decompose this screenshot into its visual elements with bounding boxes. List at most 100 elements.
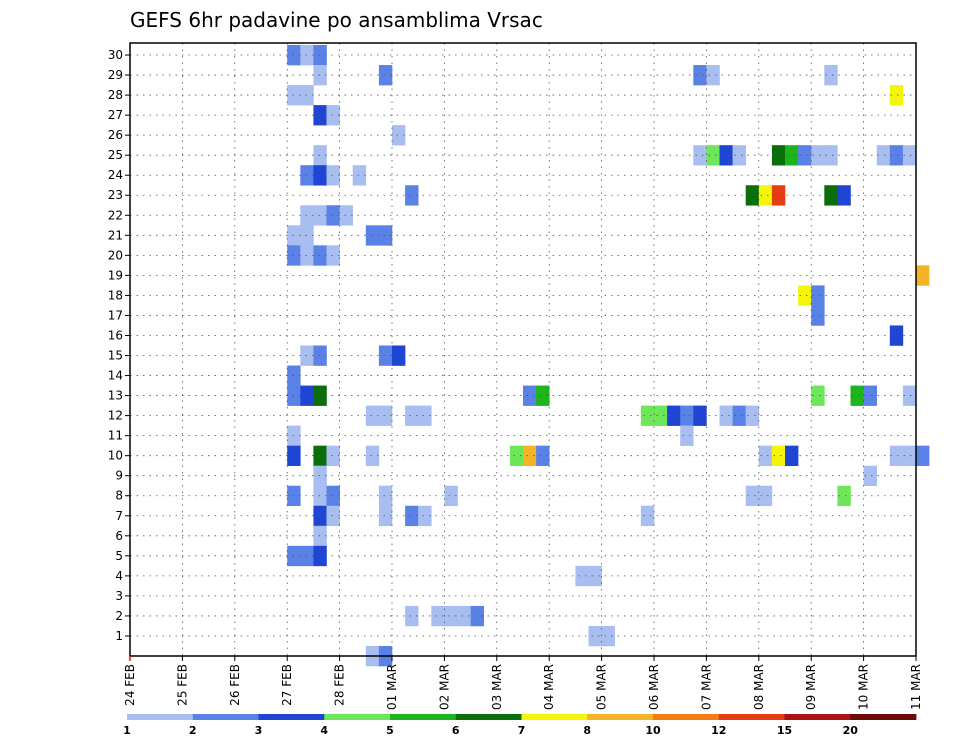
y-tick-label: 3 (115, 589, 123, 603)
y-tick-label: 7 (115, 509, 123, 523)
colorbar-label: 3 (255, 724, 263, 737)
heatmap-cell (758, 185, 773, 206)
colorbar-swatch (521, 714, 588, 720)
heatmap-cell (405, 605, 419, 627)
heatmap-cell (326, 485, 340, 507)
heatmap-cell (693, 405, 707, 426)
heatmap-cell (378, 405, 393, 426)
heatmap-cell (326, 105, 340, 126)
colorbar-swatch (718, 714, 785, 720)
colorbar-label: 2 (189, 724, 197, 737)
heatmap-cell (824, 185, 838, 206)
heatmap-cell (313, 105, 327, 126)
heatmap-cell (785, 445, 799, 466)
grid-lines (130, 43, 916, 656)
y-tick-label: 24 (108, 168, 123, 182)
y-tick-label: 6 (115, 529, 123, 543)
x-tick-label: 11 MAR (909, 664, 923, 710)
x-tick-label: 10 MAR (857, 664, 871, 710)
x-tick-label: 25 FEB (175, 664, 189, 706)
heatmap-cell (444, 485, 458, 507)
heatmap-cell (745, 485, 760, 507)
heatmap-cell (457, 605, 471, 627)
heatmap-cell (706, 65, 720, 86)
heatmap-cell (706, 145, 720, 166)
colorbar-label: 1 (123, 724, 131, 737)
y-tick-label: 11 (108, 429, 123, 443)
heatmap-cell (889, 325, 904, 346)
heatmap-cell (378, 65, 393, 86)
y-tick-label: 4 (115, 569, 123, 583)
heatmap-cell (313, 385, 327, 406)
x-tick-label: 28 FEB (333, 664, 347, 706)
x-tick-label: 08 MAR (752, 664, 766, 710)
y-tick-label: 13 (108, 389, 123, 403)
y-tick-label: 20 (108, 248, 123, 262)
colorbar-label: 20 (843, 724, 859, 737)
heatmap-cell (732, 405, 746, 426)
heatmap-cell (313, 345, 327, 366)
colorbar-label: 15 (777, 724, 792, 737)
heatmap-cell (365, 445, 380, 466)
heatmap-cell (680, 425, 694, 446)
heatmap-cell (536, 445, 550, 466)
heatmap-cell (326, 205, 340, 226)
heatmap-cell (418, 405, 432, 426)
x-axis-ticks: 24 FEB 25 FEB 26 FEB 27 FEB 28 FEB 01 MAR 02 M… (123, 656, 923, 710)
heatmap-cell (758, 445, 773, 466)
x-tick-label: 07 MAR (699, 664, 713, 710)
heatmap-cell (536, 385, 550, 406)
y-tick-label: 28 (108, 88, 123, 102)
y-tick-label: 12 (108, 409, 123, 423)
heatmap-cell (313, 145, 327, 166)
heatmap-cell (431, 605, 445, 627)
x-tick-label: 09 MAR (804, 664, 818, 710)
heatmap-cell (916, 445, 930, 466)
colorbar: 1 2 3 4 5 6 7 8 10 12 15 20 (123, 714, 917, 737)
heatmap-cell (313, 165, 327, 186)
x-tick-label: 03 MAR (490, 664, 504, 710)
y-tick-label: 29 (108, 68, 123, 82)
heatmap-cell (811, 145, 825, 166)
heatmap-cell (326, 165, 340, 186)
y-tick-label: 22 (108, 208, 123, 222)
y-tick-label: 27 (108, 108, 123, 122)
heatmap-cell (313, 65, 327, 86)
colorbar-swatch (653, 714, 720, 720)
x-tick-label: 06 MAR (647, 664, 661, 710)
y-tick-label: 30 (108, 48, 123, 62)
colorbar-swatch (850, 714, 917, 720)
heatmap-cell (378, 485, 393, 507)
heatmap-cell (378, 225, 393, 246)
y-axis-ticks: 1234567891011121314151617181920212223242… (108, 48, 130, 643)
heatmap-cell (745, 405, 760, 426)
heatmap-cell (837, 485, 851, 507)
y-tick-label: 19 (108, 268, 123, 282)
heatmap-cell (811, 385, 825, 406)
heatmap-cell (470, 605, 484, 627)
colorbar-label: 5 (386, 724, 394, 737)
x-tick-label: 02 MAR (437, 664, 451, 710)
heatmap-cell (365, 225, 380, 246)
colorbar-swatch (784, 714, 851, 720)
colorbar-swatch (258, 714, 325, 720)
colorbar-label: 4 (320, 724, 328, 737)
heatmap-cell (889, 85, 904, 106)
heatmap-cell (575, 565, 589, 587)
heatmap-cell (902, 445, 917, 466)
y-tick-label: 8 (115, 489, 123, 503)
heatmap-cell (313, 245, 327, 266)
heatmap-cell (392, 345, 406, 366)
heatmap-cell (680, 405, 694, 426)
heatmap-cell (771, 445, 786, 466)
heatmap-cell (902, 145, 917, 166)
x-tick-label: 05 MAR (595, 664, 609, 710)
y-tick-label: 18 (108, 288, 123, 302)
heatmap-cell (719, 405, 733, 426)
y-tick-label: 9 (115, 469, 123, 483)
heatmap-cell (640, 405, 655, 426)
heatmap-cell (313, 205, 327, 226)
x-tick-label: 26 FEB (228, 664, 242, 706)
heatmap-cell (719, 145, 733, 166)
heatmap-cell (811, 305, 825, 326)
